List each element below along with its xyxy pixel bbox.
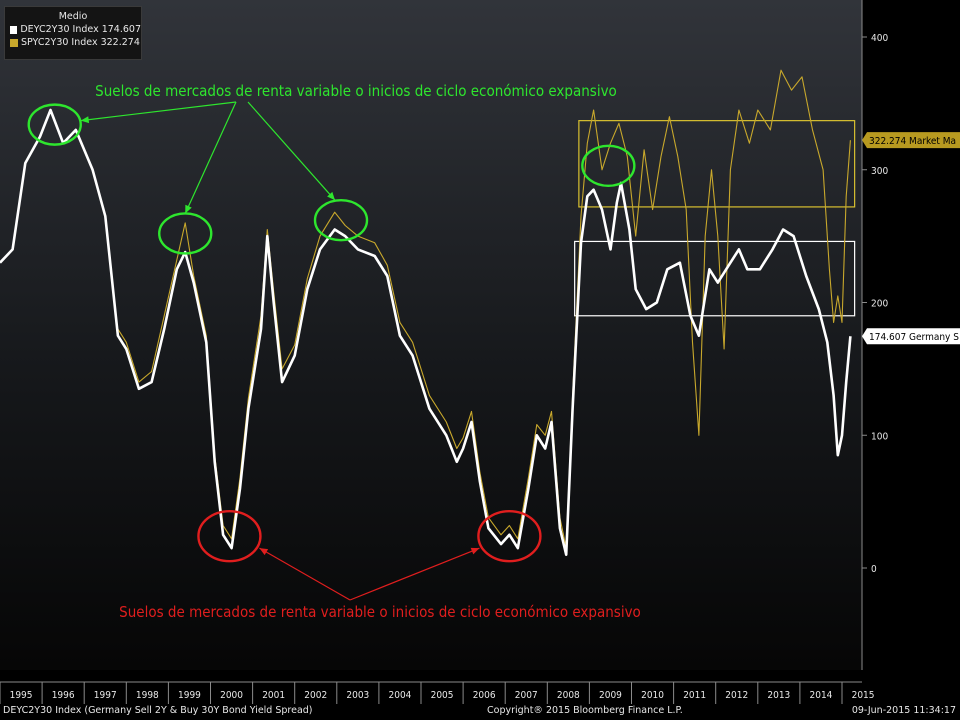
- white-range-box: [574, 240, 856, 317]
- red-annotation-text: Suelos de mercados de renta variable o i…: [119, 603, 641, 621]
- x-tick-label: 2008: [557, 690, 580, 701]
- legend-item-deyc2y30: DEYC2Y30 Index 174.607: [10, 24, 141, 35]
- series-line-spyc2y30: [117, 69, 851, 549]
- y-axis: 0 100 200 300 400: [862, 33, 888, 575]
- x-tick-label: 2011: [683, 690, 706, 701]
- legend-label-deyc2y30: DEYC2Y30 Index 174.607: [20, 24, 141, 35]
- red-circle: [197, 509, 262, 563]
- end-label-deyc2y30: 174.607 Germany S: [862, 328, 960, 345]
- y-tick-label: 200: [871, 299, 888, 310]
- x-tick-label: 2006: [473, 690, 496, 701]
- x-tick-label: 2013: [767, 690, 790, 701]
- x-tick-label: 1995: [10, 690, 33, 701]
- footer-bar: DEYC2Y30 Index (Germany Sell 2Y & Buy 30…: [0, 704, 960, 720]
- red-circle: [477, 509, 542, 563]
- series-line-deyc2y30: [0, 108, 852, 556]
- x-tick-label: 1996: [52, 690, 75, 701]
- end-label-spyc2y30-text: 322.274 Market Ma: [869, 136, 956, 147]
- x-tick-label: 2014: [810, 690, 833, 701]
- green-circle: [313, 198, 369, 242]
- x-tick-label: 2005: [431, 690, 454, 701]
- arrow-line: [259, 547, 351, 601]
- arrow-line: [184, 101, 237, 214]
- green-circle: [581, 144, 636, 187]
- arrow-head: [327, 191, 336, 201]
- x-tick-label: 2004: [389, 690, 412, 701]
- x-axis: 1995 1996 1997 1998 1999 2000 2001 2002 2003 2004…: [0, 682, 874, 704]
- x-tick-label: 2000: [220, 690, 243, 701]
- x-tick-label: 1998: [136, 690, 159, 701]
- plot-background: [0, 0, 862, 670]
- highlight-boxes: [574, 120, 856, 317]
- arrow-line: [247, 101, 336, 201]
- y-tick-label: 300: [871, 166, 888, 177]
- x-tick-label: 2015: [852, 690, 875, 701]
- legend-title: Medio: [58, 11, 88, 22]
- green-circle: [27, 103, 82, 146]
- x-tick-label: 2007: [515, 690, 538, 701]
- series-layer: [0, 69, 852, 556]
- end-label-deyc2y30-text: 174.607 Germany S: [869, 332, 959, 343]
- y-tick-label: 100: [871, 431, 888, 442]
- green-annotation-text: Suelos de mercados de renta variable o i…: [95, 82, 617, 100]
- end-labels: 322.274 Market Ma 174.607 Germany S: [862, 132, 960, 345]
- y-tick-label: 0: [871, 564, 877, 575]
- x-tick-label: 2009: [599, 690, 622, 701]
- y-tick-label: 400: [871, 33, 888, 44]
- x-tick-label: 2002: [304, 690, 327, 701]
- footer-series-description: DEYC2Y30 Index (Germany Sell 2Y & Buy 30…: [3, 705, 313, 716]
- legend-swatch-gold: [10, 38, 18, 47]
- arrow-line: [80, 101, 237, 122]
- legend-swatch-white: [10, 25, 18, 34]
- end-label-spyc2y30: 322.274 Market Ma: [862, 132, 960, 149]
- arrow-head: [185, 204, 192, 214]
- legend: Medio DEYC2Y30 Index 174.607 SPYC2Y30 In…: [4, 6, 142, 60]
- legend-label-spyc2y30: SPYC2Y30 Index 322.274: [21, 37, 140, 48]
- arrow-head: [470, 547, 480, 555]
- x-tick-label: 2003: [346, 690, 369, 701]
- footer-copyright: Copyright® 2015 Bloomberg Finance L.P.: [487, 705, 683, 716]
- arrow-head: [80, 116, 90, 124]
- annotation-layer: Suelos de mercados de renta variable o i…: [27, 82, 641, 621]
- x-tick-label: 2001: [262, 690, 285, 701]
- x-tick-label: 2012: [725, 690, 748, 701]
- legend-item-spyc2y30: SPYC2Y30 Index 322.274: [10, 37, 141, 48]
- x-tick-label: 2010: [641, 690, 664, 701]
- x-tick-label: 1997: [94, 690, 117, 701]
- footer-timestamp: 09-Jun-2015 11:34:17: [851, 705, 956, 716]
- arrow-line: [349, 547, 480, 601]
- yellow-range-box: [578, 120, 856, 208]
- arrow-head: [259, 548, 269, 556]
- x-tick-label: 1999: [178, 690, 201, 701]
